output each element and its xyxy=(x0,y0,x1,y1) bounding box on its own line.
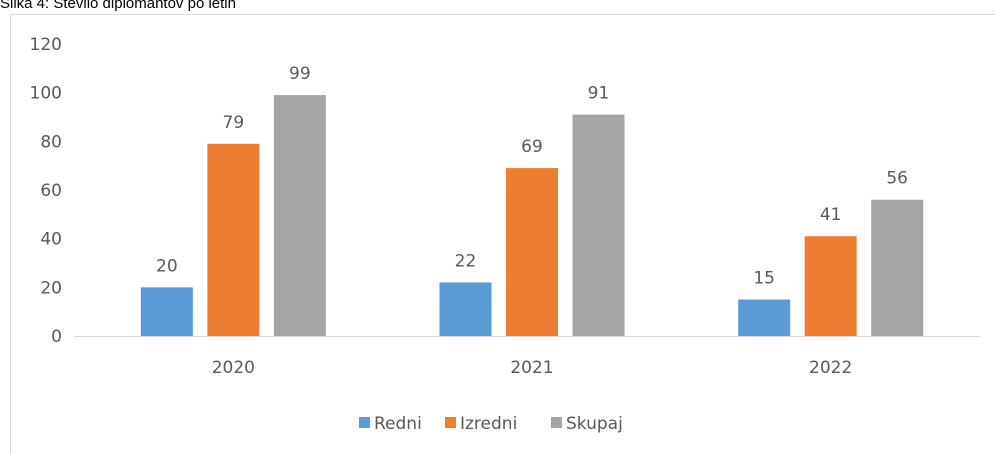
bar xyxy=(738,299,791,336)
bar xyxy=(439,282,492,336)
data-label: 20 xyxy=(156,256,178,276)
data-label: 99 xyxy=(289,64,311,84)
bar xyxy=(140,287,193,336)
x-tick-label: 2021 xyxy=(510,358,553,378)
y-tick-label: 120 xyxy=(30,35,62,55)
y-tick-label: 80 xyxy=(40,132,62,152)
legend-swatch xyxy=(445,417,456,428)
data-label: 22 xyxy=(455,251,477,271)
legend-label: Izredni xyxy=(460,414,517,434)
x-tick-label: 2020 xyxy=(212,358,255,378)
data-label: 56 xyxy=(886,169,908,189)
chart-frame xyxy=(10,14,995,453)
bar xyxy=(273,95,326,336)
data-label: 41 xyxy=(820,205,842,225)
legend-swatch xyxy=(359,417,370,428)
y-tick-label: 40 xyxy=(40,230,62,250)
legend-label: Skupaj xyxy=(566,414,623,434)
legend-label: Redni xyxy=(374,414,422,434)
y-tick-label: 60 xyxy=(40,181,62,201)
data-label: 69 xyxy=(521,137,543,157)
x-tick-label: 2022 xyxy=(809,358,852,378)
y-tick-label: 100 xyxy=(30,84,62,104)
bar xyxy=(572,114,625,336)
bar xyxy=(506,168,558,336)
data-label: 15 xyxy=(753,269,775,289)
y-tick-label: 20 xyxy=(40,278,62,298)
bar xyxy=(871,199,924,336)
bar xyxy=(804,236,857,336)
y-tick-label: 0 xyxy=(51,327,62,347)
chart-title: Slika 4: Število diplomantov po letih xyxy=(0,0,236,12)
legend-swatch xyxy=(551,417,562,428)
data-label: 91 xyxy=(588,84,610,104)
bar xyxy=(207,143,260,336)
data-label: 79 xyxy=(223,113,245,133)
